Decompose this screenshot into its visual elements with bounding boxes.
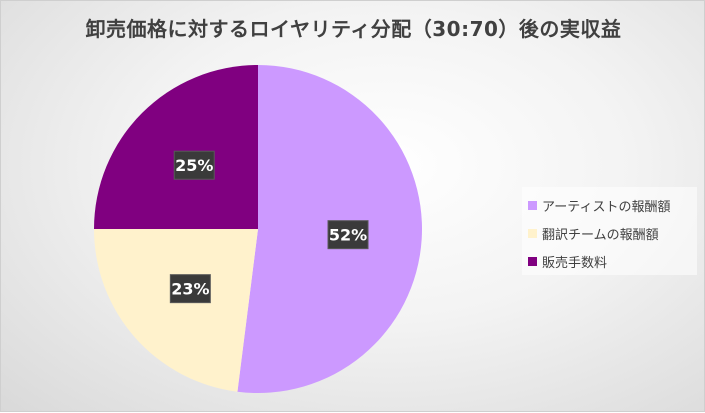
legend-swatch-translation	[528, 228, 537, 238]
legend-label-artist: アーティストの報酬額	[542, 199, 671, 215]
legend-item-artist: アーティストの報酬額	[528, 191, 691, 219]
data-label-box-fee	[173, 150, 215, 180]
legend-swatch-artist	[528, 200, 537, 210]
data-label-artist: 52%	[327, 220, 369, 250]
data-label-box-translation	[169, 274, 211, 304]
data-label-box-artist	[327, 220, 369, 250]
legend-item-fee: 販売手数料	[528, 247, 691, 275]
legend: アーティストの報酬額 翻訳チームの報酬額 販売手数料	[522, 187, 697, 275]
legend-item-translation: 翻訳チームの報酬額	[528, 219, 691, 247]
chart-title: 卸売価格に対するロイヤリティ分配（30:70）後の実収益	[85, 17, 622, 41]
data-label-text-fee: 25%	[175, 156, 213, 175]
pie-slice-translation	[94, 229, 258, 392]
data-label-translation: 23%	[169, 274, 211, 304]
data-label-text-artist: 52%	[329, 226, 367, 245]
legend-label-translation: 翻訳チームの報酬額	[542, 227, 659, 243]
legend-label-fee: 販売手数料	[542, 255, 608, 271]
pie-slice-fee	[94, 65, 258, 229]
legend-swatch-fee	[528, 256, 537, 266]
data-label-fee: 25%	[173, 150, 215, 180]
data-label-text-translation: 23%	[171, 280, 209, 299]
